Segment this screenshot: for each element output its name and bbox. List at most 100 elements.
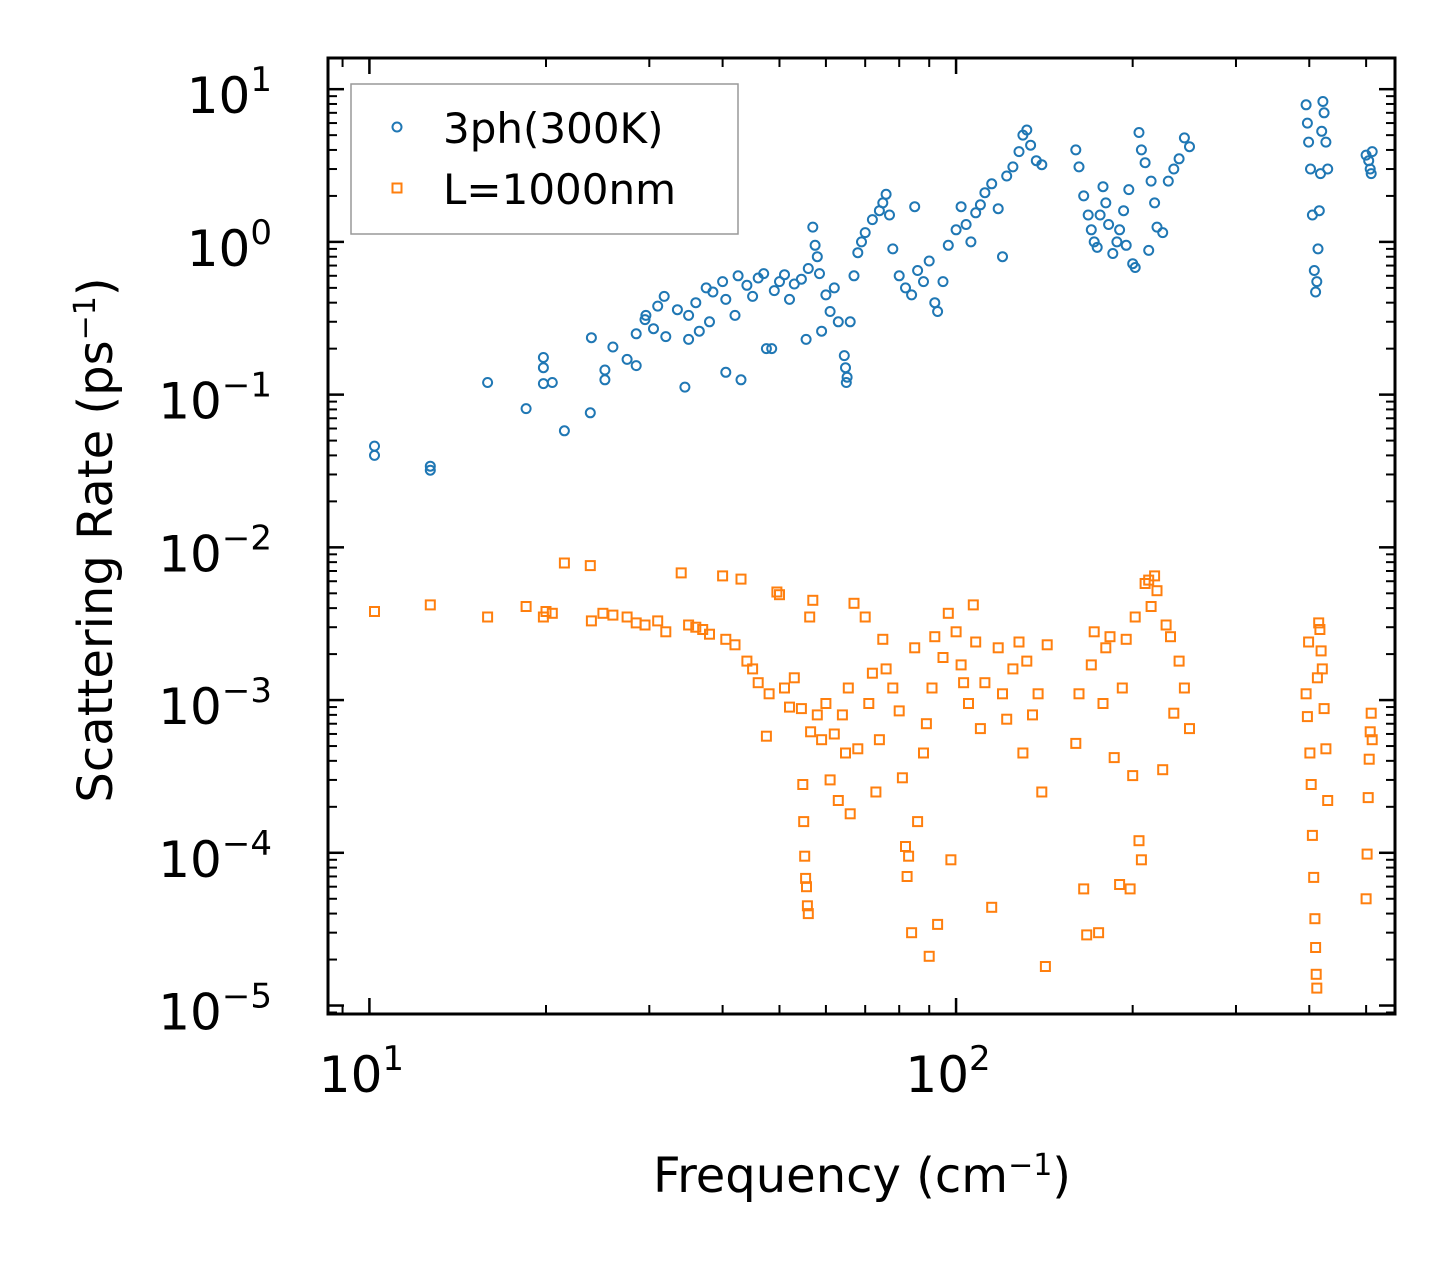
data-point — [1310, 942, 1322, 953]
data-point — [795, 703, 807, 715]
data-point — [1100, 197, 1112, 209]
data-point — [1178, 132, 1190, 144]
data-point — [729, 639, 741, 651]
data-point — [546, 607, 558, 619]
data-point — [1168, 707, 1180, 719]
data-point — [992, 203, 1004, 215]
data-point — [836, 709, 848, 721]
data-point — [766, 343, 778, 355]
data-point — [717, 276, 729, 288]
data-point — [856, 236, 867, 248]
data-point — [1133, 127, 1145, 138]
data-point — [1103, 219, 1115, 230]
data-point — [1184, 723, 1195, 735]
x-axis-label: Frequency (cm−1) — [653, 1148, 1071, 1205]
data-point — [741, 279, 753, 291]
data-point — [760, 343, 772, 355]
data-point — [1157, 227, 1169, 239]
y-tick-label: 10−3 — [158, 671, 272, 736]
data-point — [979, 677, 991, 689]
data-point — [1312, 243, 1324, 255]
data-point — [1165, 631, 1176, 643]
data-point — [779, 269, 790, 281]
data-point — [1305, 163, 1316, 175]
data-point — [852, 247, 864, 259]
data-point — [937, 652, 949, 663]
data-point — [1007, 161, 1019, 173]
data-point — [932, 918, 944, 930]
data-point — [970, 636, 982, 648]
data-point — [887, 243, 899, 255]
data-point — [607, 609, 619, 621]
data-point — [811, 251, 823, 263]
data-point — [798, 816, 810, 828]
data-point — [704, 628, 715, 640]
data-point — [1157, 764, 1169, 776]
data-point — [558, 425, 570, 437]
data-point — [893, 705, 905, 717]
data-point — [811, 709, 823, 721]
data-point — [1160, 619, 1172, 631]
data-point — [1120, 633, 1132, 645]
data-point — [720, 293, 732, 305]
data-point — [1021, 124, 1033, 136]
data-point — [585, 615, 597, 627]
data-point — [1366, 146, 1378, 158]
data-point — [639, 314, 651, 326]
data-point — [970, 207, 982, 219]
data-point — [1145, 175, 1157, 187]
data-point — [693, 325, 705, 337]
legend: 3ph(300K) L=1000nm — [350, 83, 739, 235]
data-point — [797, 779, 809, 790]
data-point — [1308, 871, 1320, 883]
data-point — [690, 297, 702, 309]
data-point — [1300, 688, 1312, 700]
data-point — [900, 282, 911, 294]
data-point — [963, 698, 974, 709]
data-point — [1301, 117, 1313, 129]
data-point — [909, 201, 921, 213]
data-point — [1178, 682, 1190, 694]
data-point — [1041, 639, 1053, 651]
data-point — [901, 871, 913, 882]
data-point — [920, 718, 932, 730]
data-point — [584, 407, 596, 419]
data-point — [863, 698, 875, 709]
data-point — [1145, 601, 1157, 612]
data-point — [1149, 570, 1161, 582]
data-point — [1314, 624, 1326, 635]
data-point — [926, 682, 938, 694]
data-point — [1100, 642, 1112, 654]
data-point — [1151, 585, 1163, 597]
data-point — [923, 950, 935, 962]
x-tick-label: 101 — [319, 1039, 404, 1104]
data-point — [1088, 626, 1100, 638]
data-point — [1173, 153, 1185, 165]
data-point — [896, 772, 908, 784]
data-point — [1168, 163, 1180, 175]
data-point — [704, 316, 715, 328]
data-point — [805, 726, 817, 738]
data-point — [880, 663, 892, 675]
data-point — [1143, 244, 1155, 256]
data-point — [1301, 711, 1313, 723]
data-point — [893, 270, 905, 282]
data-point — [873, 734, 885, 746]
data-point — [1017, 747, 1029, 759]
data-point — [640, 309, 652, 321]
data-point — [866, 214, 878, 226]
data-point — [859, 611, 871, 623]
data-point — [707, 286, 719, 298]
data-point — [752, 677, 764, 689]
data-point — [848, 270, 860, 282]
data-point — [804, 611, 816, 623]
data-point — [1362, 792, 1374, 804]
data-point — [807, 221, 819, 233]
data-point — [1360, 893, 1372, 905]
data-point — [1088, 236, 1100, 248]
data-point — [1149, 197, 1161, 209]
data-point — [1318, 703, 1330, 715]
data-point — [758, 268, 770, 280]
data-point — [679, 381, 691, 393]
data-point — [932, 306, 944, 317]
